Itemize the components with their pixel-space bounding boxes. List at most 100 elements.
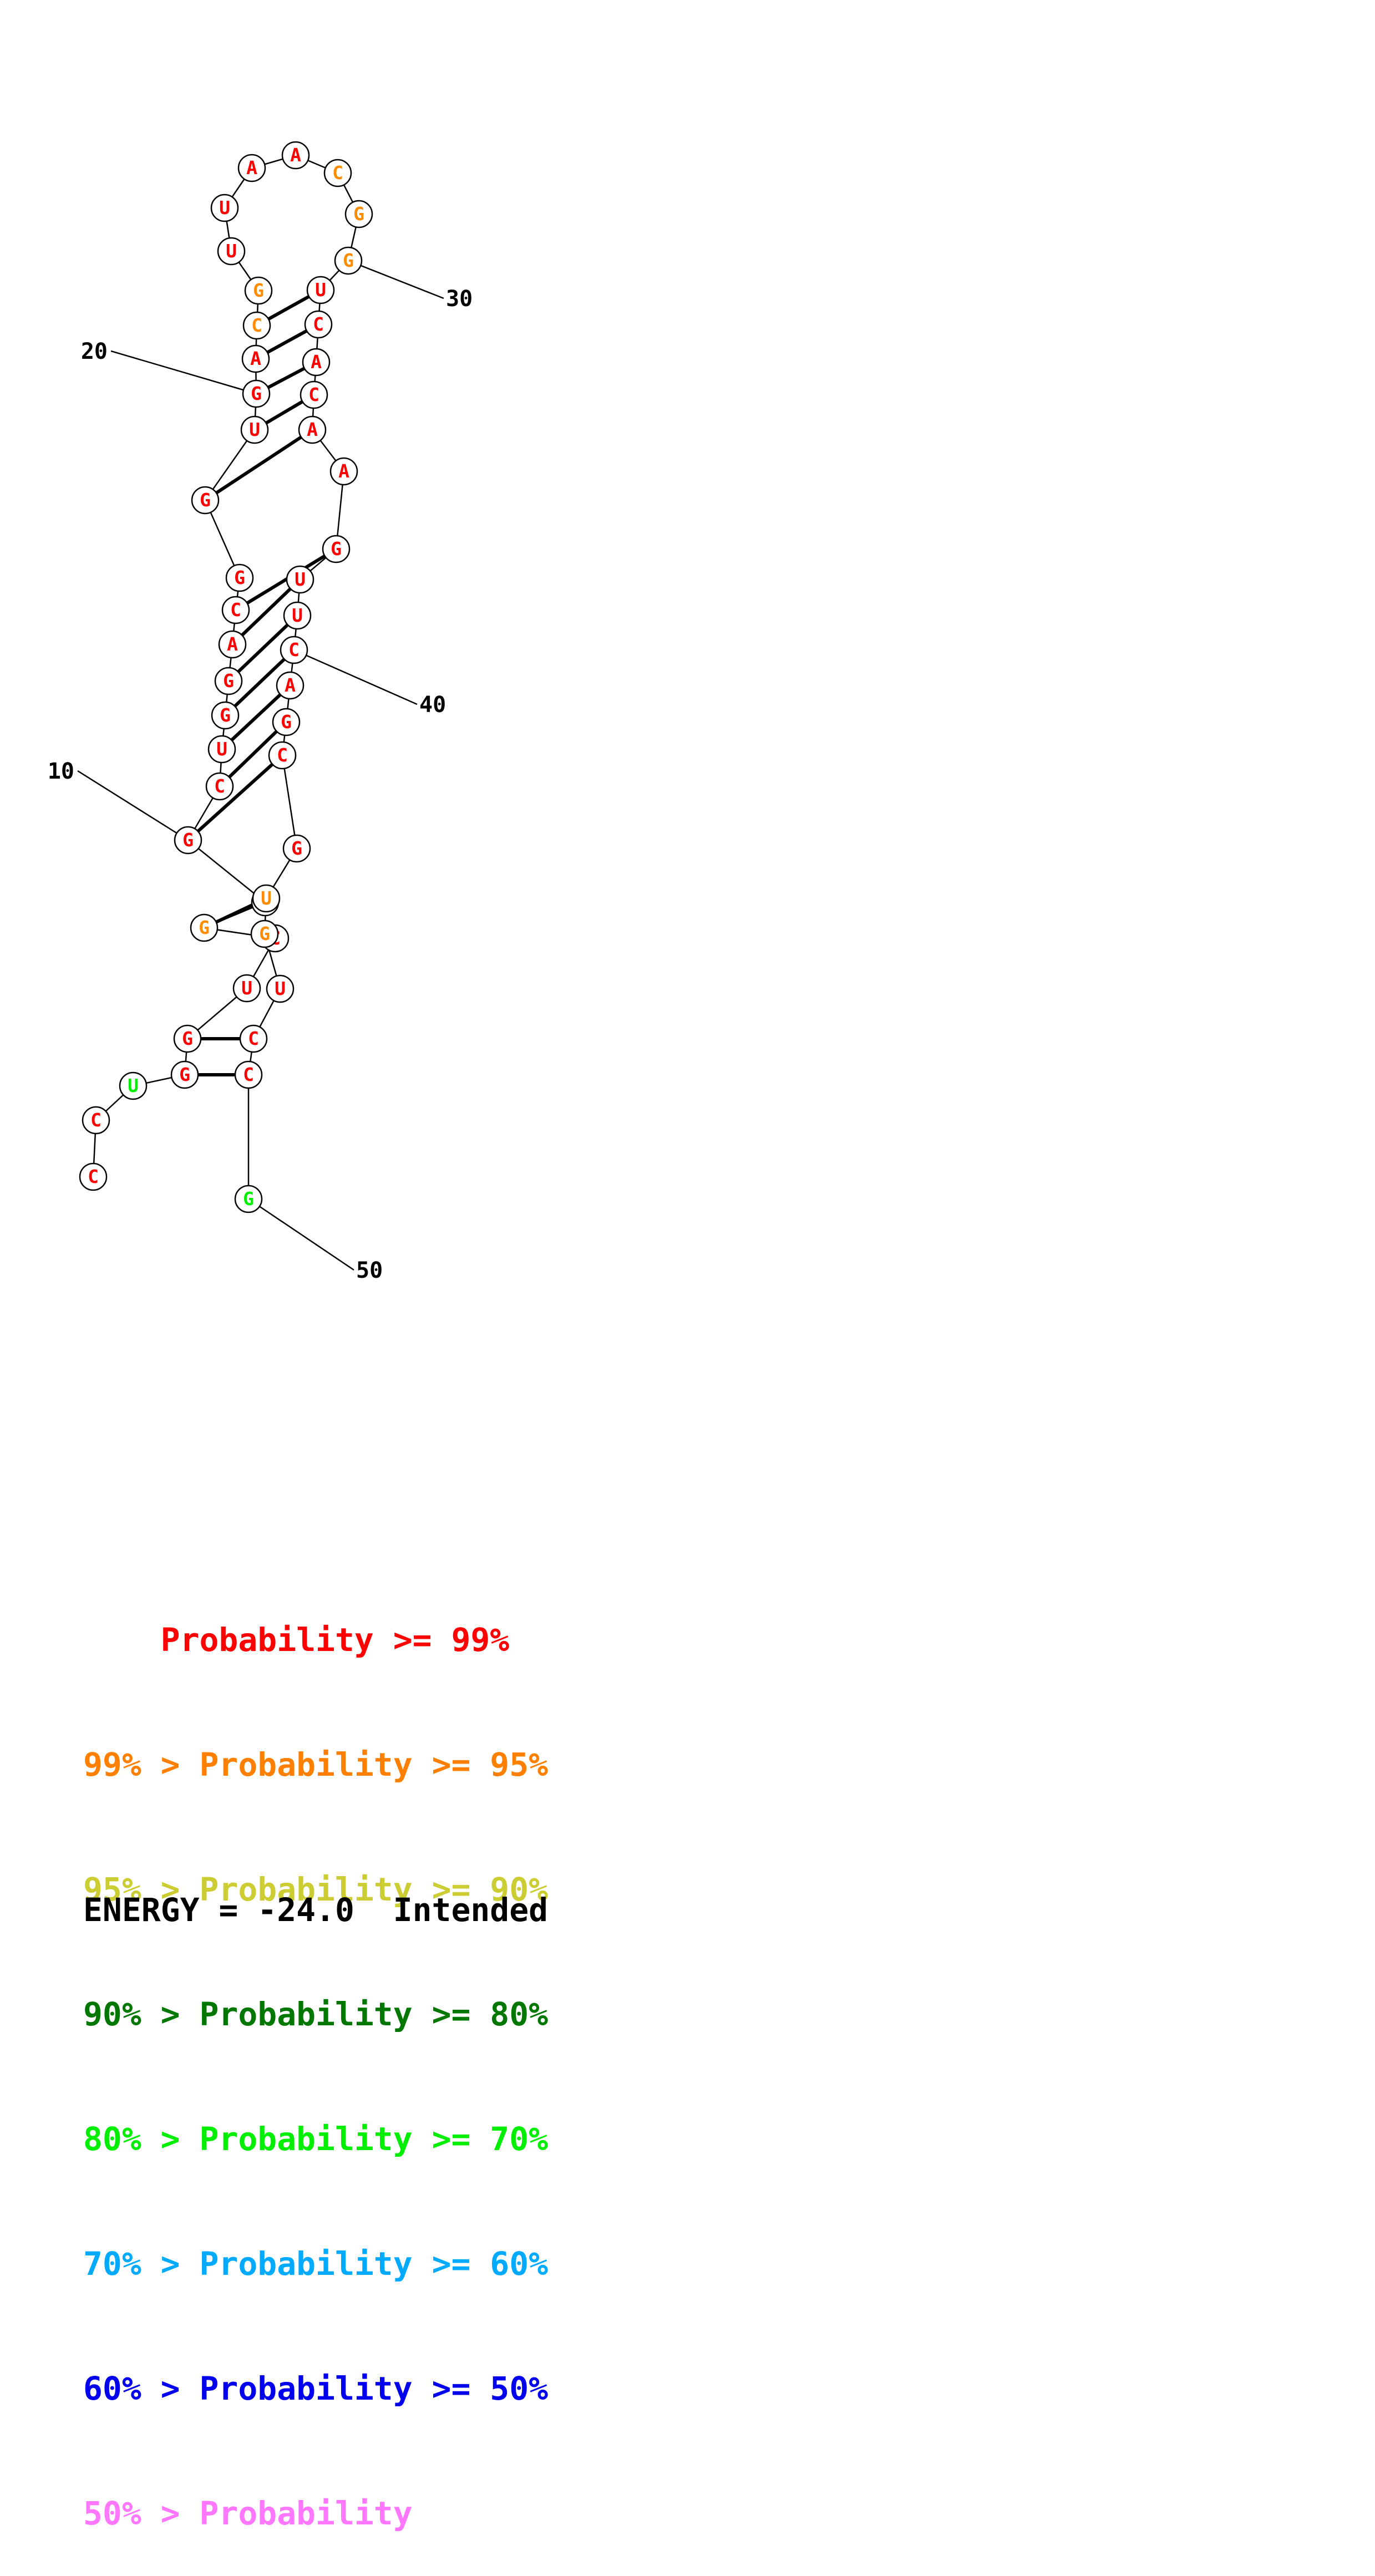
nucleotide-letter: U — [261, 887, 272, 909]
nucleotide: A — [302, 348, 331, 377]
nucleotide-letter: G — [220, 704, 231, 726]
nucleotide: G — [344, 200, 373, 228]
nucleotide-letter: C — [332, 162, 343, 184]
nucleotide-circle — [240, 415, 269, 444]
nucleotide-circle — [205, 772, 234, 801]
legend-row-text: 80% > Probability >= 70% — [83, 2120, 549, 2158]
nucleotide: G — [242, 379, 271, 408]
nucleotide: C — [239, 1024, 268, 1053]
index-tick-line — [77, 770, 189, 841]
nucleotide-circle — [79, 1162, 108, 1191]
base-pair-bond — [231, 578, 302, 646]
nucleotide: U — [283, 601, 312, 630]
nucleotides: CCUGGUCGAGCUGGACGGUGACGUUAACGGUCACAAGUUC… — [79, 141, 373, 1213]
nucleotide-letter: U — [295, 568, 306, 590]
nucleotide-letter: A — [250, 348, 261, 369]
nucleotide: C — [221, 596, 250, 624]
nucleotide-circle — [283, 601, 312, 630]
nucleotide: G — [250, 919, 279, 948]
nucleotide-circle — [286, 565, 314, 594]
legend-row-text: 90% > Probability >= 80% — [83, 1995, 549, 2033]
nucleotide-circle — [266, 974, 295, 1003]
nucleotide-letter: G — [331, 538, 342, 560]
nucleotide-letter: U — [315, 279, 326, 301]
nucleotide-letter: C — [313, 313, 324, 335]
nucleotide: U — [210, 194, 239, 222]
index-label: 30 — [446, 286, 473, 312]
nucleotide-letter: A — [307, 419, 318, 440]
nucleotide-letter: G — [182, 1028, 193, 1049]
legend-row: 99% > Probability >= 95% — [83, 1744, 548, 1786]
nucleotide-letter: G — [182, 829, 194, 851]
nucleotide-circle — [244, 276, 273, 305]
index-label: 40 — [419, 692, 446, 718]
nucleotide-circle — [304, 310, 333, 339]
nucleotide-letter: U — [292, 604, 303, 626]
backbone-segment — [204, 500, 241, 578]
nucleotide: A — [298, 415, 327, 444]
nucleotide-letter: A — [227, 633, 238, 655]
nucleotide: U — [306, 276, 335, 304]
nucleotide: U — [119, 1071, 148, 1100]
nucleotide-letter: U — [226, 240, 237, 262]
nucleotide: G — [173, 1024, 202, 1053]
base-pair-bond — [218, 720, 288, 788]
nucleotide: C — [234, 1060, 263, 1089]
nucleotide-letter: G — [243, 1188, 254, 1210]
backbone-segment — [204, 429, 256, 501]
nucleotide: U — [252, 884, 281, 913]
legend-row: 70% > Probability >= 60% — [83, 2243, 548, 2285]
nucleotide-circle — [298, 415, 327, 444]
index-tick-line — [110, 350, 257, 395]
nucleotide: A — [218, 630, 247, 659]
index-tick-line — [348, 260, 444, 299]
nucleotide: G — [211, 701, 240, 730]
index-label: 50 — [356, 1258, 383, 1283]
nucleotide-circle — [218, 630, 247, 659]
probability-legend: Probability >= 99% 99% > Probability >= … — [83, 1536, 548, 2576]
nucleotide-letter: C — [277, 744, 288, 766]
nucleotide-circle — [334, 246, 363, 275]
nucleotide-letter: A — [290, 144, 301, 166]
legend-row: 95% > Probability >= 90% — [83, 1869, 548, 1911]
nucleotide-circle — [281, 141, 310, 170]
nucleotide-letter: G — [253, 280, 264, 301]
nucleotide: G — [244, 276, 273, 305]
nucleotide-letter: U — [128, 1075, 139, 1096]
nucleotide-circle — [207, 735, 236, 764]
nucleotide: C — [280, 636, 308, 664]
nucleotide-circle — [322, 535, 351, 563]
nucleotide-letter: G — [291, 837, 302, 859]
energy-label: ENERGY = -24.0 Intended — [83, 1891, 549, 1929]
nucleotide-letter: G — [343, 250, 354, 271]
nucleotide-letter: C — [251, 314, 262, 336]
legend-row-text: 95% > Probability >= 90% — [83, 1871, 549, 1908]
base-pair-bond — [224, 648, 296, 717]
nucleotide-circle — [210, 194, 239, 222]
base-pair-bond — [235, 547, 337, 612]
nucleotide-circle — [170, 1060, 199, 1089]
nucleotide-circle — [306, 276, 335, 304]
nucleotide-circle — [211, 701, 240, 730]
nucleotide: A — [329, 457, 358, 486]
nucleotide: C — [323, 159, 352, 187]
nucleotide: U — [207, 735, 236, 764]
legend-row: Probability >= 99% — [83, 1619, 548, 1661]
nucleotide: C — [205, 772, 234, 801]
nucleotide: G — [282, 834, 311, 863]
nucleotide-letter: G — [259, 923, 270, 944]
nucleotide: C — [82, 1106, 110, 1135]
nucleotide: A — [237, 154, 266, 182]
nucleotide-circle — [174, 826, 202, 855]
base-pair-bond — [204, 428, 313, 502]
nucleotide-letter: G — [179, 1064, 190, 1085]
nucleotide-letter: G — [199, 917, 210, 938]
base-pair-bond — [227, 614, 299, 683]
nucleotide-circle — [82, 1106, 110, 1135]
nucleotide: C — [304, 310, 333, 339]
nucleotide-circle — [280, 636, 308, 664]
nucleotide-circle — [241, 344, 270, 373]
nucleotide: G — [322, 535, 351, 563]
index-label: 10 — [48, 759, 74, 784]
